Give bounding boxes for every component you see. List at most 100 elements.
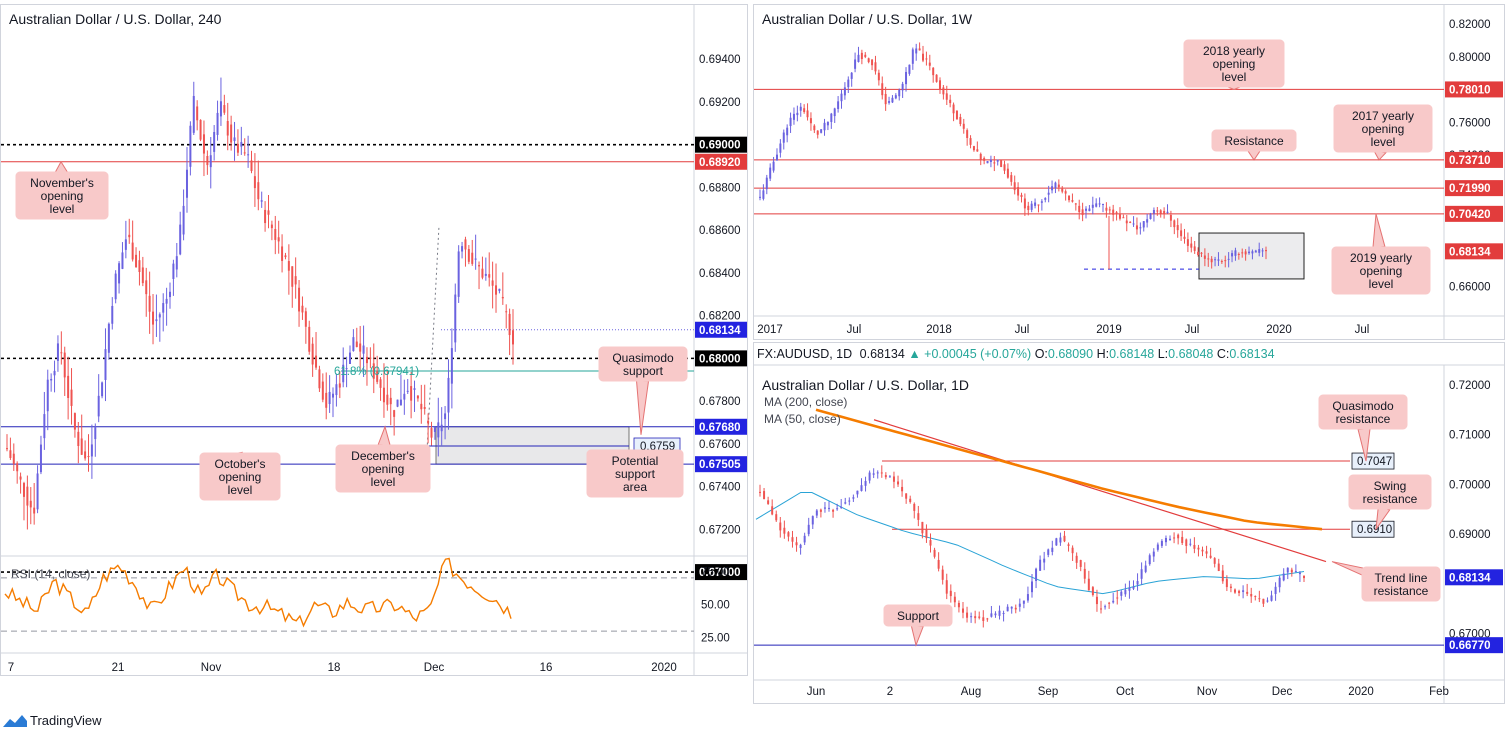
footer: TradingView	[0, 708, 102, 733]
w-candle	[1183, 236, 1186, 239]
w-note-2018-text: 2018 yearly	[1203, 44, 1265, 58]
h4-candle	[423, 407, 426, 409]
weekly-chart-panel[interactable]: 0.820000.800000.760000.740000.660000.780…	[753, 4, 1505, 340]
w-candle	[1224, 260, 1227, 262]
h4-candle	[457, 251, 460, 297]
h4-candle	[155, 319, 158, 322]
h4-candle	[291, 266, 294, 287]
d-candle	[982, 617, 985, 621]
h4-chart-panel[interactable]: 0.69400 0.69200 0.68800 0.68600 0.68400 0.682…	[0, 4, 748, 676]
w-candle	[983, 158, 986, 161]
d-note-trend-text: resistance	[1374, 584, 1429, 598]
h4-candle	[294, 276, 297, 285]
w-candle	[1210, 258, 1213, 263]
d-candle	[1136, 581, 1139, 585]
d-candle	[763, 491, 766, 500]
h4-candle	[389, 397, 392, 405]
d-candle	[803, 535, 806, 543]
h4-candle	[158, 314, 161, 318]
w-candle	[1037, 204, 1040, 206]
w-note-2018-box	[1183, 39, 1285, 88]
h4-y-tick: 0.67600	[699, 439, 741, 451]
daily-chart[interactable]: 0.720000.710000.700000.690000.670000.704…	[754, 343, 1505, 704]
h4-candle	[315, 355, 318, 368]
h4-candle	[464, 239, 467, 250]
d-candle	[1152, 551, 1155, 557]
h4-note-qm-box	[598, 346, 688, 382]
w-candle	[1027, 205, 1030, 211]
w-candle	[949, 99, 952, 104]
w-candle	[1078, 205, 1081, 213]
h4-candle	[80, 438, 83, 455]
weekly-chart[interactable]: 0.820000.800000.760000.740000.660000.780…	[754, 5, 1505, 340]
h4-candle	[233, 137, 236, 142]
w-candle	[1064, 191, 1067, 194]
w-candle	[1200, 252, 1203, 254]
w-candle	[1186, 239, 1189, 246]
d-candle	[1075, 555, 1078, 563]
daily-chart-panel[interactable]: 0.72000 0.71000 0.70000 0.69000 0.67000 0.704…	[753, 342, 1505, 704]
w-candle	[1044, 198, 1047, 200]
d-x-tick: Feb	[1429, 686, 1449, 698]
h4-level-label: 0.67000	[699, 567, 741, 579]
d-candle	[957, 602, 960, 608]
d-note-qm-text: Quasimodo	[1332, 399, 1394, 413]
w-candle	[1156, 210, 1159, 212]
w-candle	[871, 59, 874, 66]
w-level-label: 0.70420	[1449, 209, 1491, 221]
d-note-support-pointer	[910, 625, 924, 647]
d-candle	[1209, 555, 1212, 558]
h4-candle	[39, 444, 42, 473]
w-candle	[1180, 230, 1183, 237]
d-candle	[945, 580, 948, 594]
h4-note-dec-pointer	[377, 425, 391, 446]
d-candle	[1233, 589, 1236, 593]
w-level-label: 0.68134	[1449, 246, 1491, 258]
h4-candle	[169, 291, 172, 298]
d-candle	[953, 596, 956, 603]
d-candle	[791, 537, 794, 542]
d-candle	[1091, 587, 1094, 596]
h4-candle	[355, 341, 358, 347]
h4-candle	[352, 337, 355, 351]
d-candle	[1173, 537, 1176, 539]
d-candle	[1298, 572, 1301, 575]
d-candle	[892, 476, 895, 482]
h4-note-nov-text: level	[50, 202, 75, 216]
d-ma200-line	[815, 408, 1323, 531]
ma50-legend: MA (50, close)	[764, 412, 841, 426]
w-candle	[1095, 203, 1098, 207]
h4-candle	[447, 377, 450, 413]
w-candle	[918, 48, 921, 51]
h4-candle	[240, 142, 243, 147]
h4-note-nov-text: November's	[30, 176, 94, 190]
h4-candle	[247, 154, 250, 156]
h4-rsi-label: RSI (14, close)	[11, 567, 90, 581]
w-candle	[765, 177, 768, 190]
w-note-2019-text: level	[1369, 277, 1394, 291]
w-candle	[1214, 259, 1217, 261]
d-candle	[1083, 568, 1086, 579]
h4-y-tick: 0.67800	[699, 396, 741, 408]
h4-chart[interactable]: 0.69400 0.69200 0.68800 0.68600 0.68400 0.682…	[1, 5, 748, 676]
d-note-trend-text: Trend line	[1375, 571, 1428, 585]
w-candle	[1132, 223, 1135, 225]
d-candle	[848, 500, 851, 502]
h4-candle	[264, 209, 267, 224]
d-x-tick: Nov	[1197, 686, 1218, 698]
h4-candle	[189, 125, 192, 167]
h4-candle	[512, 330, 514, 345]
w-candle	[901, 83, 904, 91]
d-candle	[876, 472, 879, 474]
d-candle	[1238, 590, 1241, 594]
w-candle	[1146, 219, 1149, 223]
h4-candle	[138, 260, 141, 273]
w-candle	[1118, 214, 1121, 219]
w-candle	[1220, 261, 1223, 263]
d-candle	[860, 485, 863, 491]
w-candle	[1020, 194, 1023, 197]
d-candle	[1205, 551, 1208, 554]
d-candle	[1229, 586, 1232, 588]
h4-candle	[152, 311, 155, 325]
d-candle	[1266, 600, 1269, 602]
